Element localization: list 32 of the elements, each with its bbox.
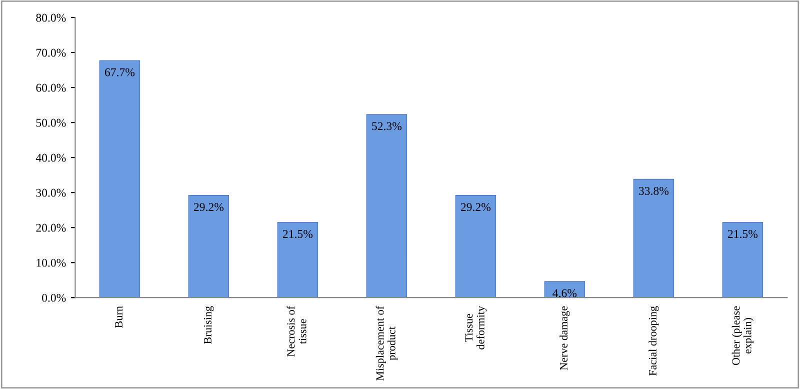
bar [366, 114, 408, 298]
data-label: 29.2% [194, 203, 224, 212]
bar [722, 222, 764, 298]
y-tick-label: 10.0% [36, 258, 66, 267]
x-tick-label: Bruising [204, 306, 214, 344]
data-label: 4.6% [552, 289, 577, 298]
data-label: 52.3% [372, 122, 402, 130]
y-tick-label: 20.0% [36, 224, 66, 232]
bar [99, 60, 140, 298]
data-label: 21.5% [728, 230, 758, 238]
y-tick-label: 40.0% [36, 154, 66, 162]
bar [277, 222, 318, 298]
x-tick-label: Necrosis of tissue [286, 306, 306, 357]
y-tick-label: 80.0% [36, 14, 66, 22]
x-tick-label: Misplacement of product [376, 306, 398, 381]
data-label: 29.2% [460, 203, 491, 212]
y-tick-label: 70.0% [36, 48, 66, 57]
x-tick-label: Nerve damage [560, 306, 570, 370]
bar [188, 195, 230, 298]
y-tick-label: 50.0% [36, 118, 66, 127]
bar [633, 178, 674, 298]
y-tick-label: 60.0% [36, 84, 66, 92]
bar [455, 195, 496, 298]
x-tick-label: Facial drooping [648, 306, 659, 376]
x-tick-label: Burn [115, 306, 122, 328]
data-label: 33.8% [639, 186, 669, 195]
data-label: 21.5% [282, 230, 313, 238]
y-tick-label: 30.0% [36, 188, 66, 197]
x-tick-label: Tissue deformity [465, 306, 487, 350]
x-tick-label: Other (please explain) [732, 306, 754, 365]
data-label: 67.7% [104, 68, 135, 76]
y-tick-label: 0.0% [42, 294, 66, 302]
